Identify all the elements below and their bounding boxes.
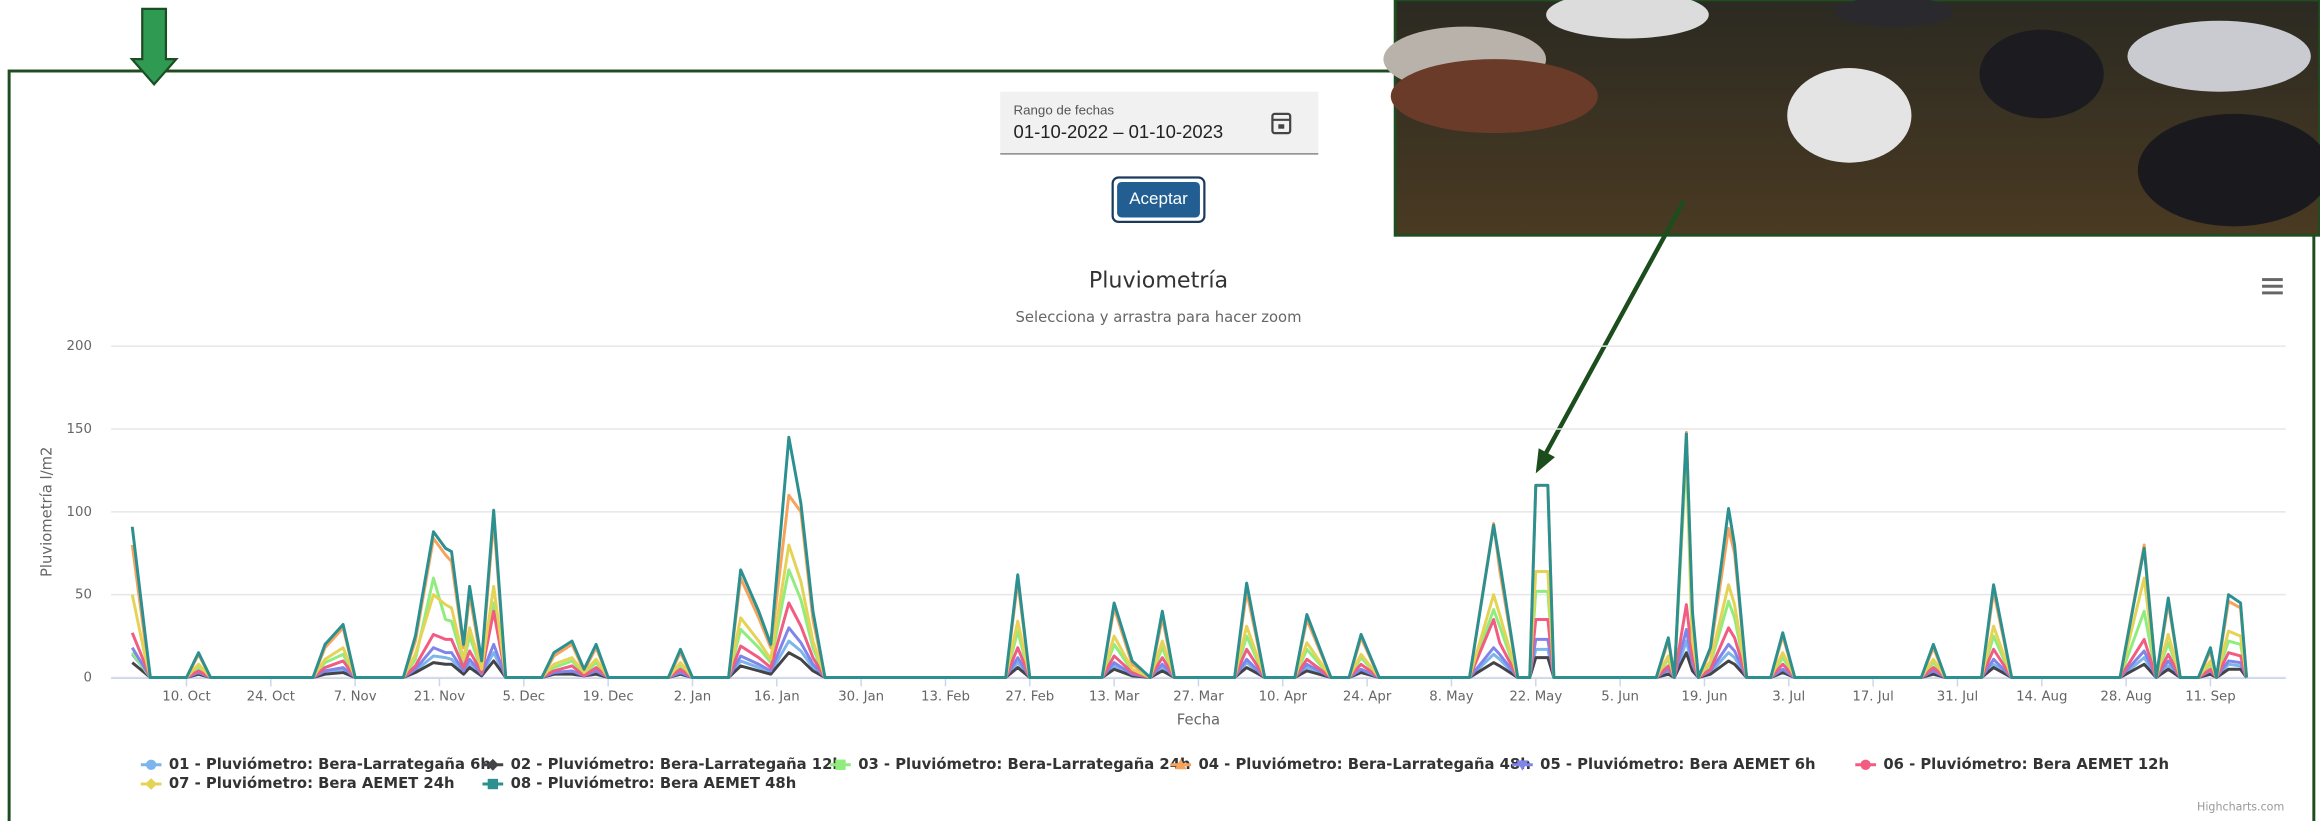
x-tick-label: 31. Jul: [1937, 690, 1978, 705]
series-line: [132, 434, 2246, 678]
body: {"date_range": {"label": "Rango de fecha…: [0, 0, 2320, 821]
legend-label: 08 - Pluviómetro: Bera AEMET 48h: [511, 775, 797, 792]
legend-label: 02 - Pluviómetro: Bera-Larrategaña 12h: [511, 756, 843, 773]
date-range-field[interactable]: Rango de fechas 01-10-2022 – 01-10-2023: [1000, 92, 1318, 154]
chart-subtitle: Selecciona y arrastra para hacer zoom: [1016, 309, 1302, 326]
x-tick-label: 3. Jul: [1772, 690, 1805, 705]
x-tick-label: 22. May: [1509, 690, 1562, 705]
legend-item[interactable]: 06 - Pluviómetro: Bera AEMET 12h: [1855, 756, 2169, 773]
x-tick-label: 19. Jun: [1681, 690, 1727, 705]
screenshot: Rango de fechas 01-10-2022 – 01-10-2023 …: [0, 0, 2320, 821]
plot-area: 0 50 100 150 200 10. Oct 24. Oct 7. Nov 21. Nov 5…: [67, 339, 2286, 705]
y-tick-label: 0: [83, 671, 91, 686]
legend-label: 01 - Pluviómetro: Bera-Larrategaña 6h: [169, 756, 491, 773]
x-tick-label: 27. Feb: [1005, 690, 1054, 705]
x-tick-label: 13. Feb: [921, 690, 970, 705]
x-tick-label: 28. Aug: [2100, 690, 2151, 705]
down-arrow: [132, 9, 176, 84]
legend-label: 07 - Pluviómetro: Bera AEMET 24h: [169, 775, 455, 792]
x-tick-label: 7. Nov: [334, 690, 377, 705]
pointer-arrowhead: [1536, 448, 1555, 473]
x-tick-label: 8. May: [1429, 690, 1474, 705]
x-tick-label: 21. Nov: [414, 690, 465, 705]
legend-label: 05 - Pluviómetro: Bera AEMET 6h: [1540, 756, 1815, 773]
legend-item[interactable]: 07 - Pluviómetro: Bera AEMET 24h: [141, 775, 455, 792]
legend-item[interactable]: 01 - Pluviómetro: Bera-Larrategaña 6h: [141, 756, 491, 773]
y-tick-label: 200: [67, 339, 92, 354]
button-label: Aceptar: [1129, 189, 1188, 208]
y-tick-label: 150: [67, 422, 92, 437]
chart-title: Pluviometría: [1089, 268, 1228, 294]
legend-label: 04 - Pluviómetro: Bera-Larrategaña 48h: [1198, 756, 1530, 773]
field-label: Rango de fechas: [1014, 102, 1115, 117]
field-value: 01-10-2022 – 01-10-2023: [1014, 121, 1224, 142]
x-tick-label: 24. Oct: [247, 690, 295, 705]
x-tick-label: 14. Aug: [2016, 690, 2067, 705]
credits[interactable]: Highcharts.com: [2197, 801, 2284, 814]
legend-item[interactable]: 08 - Pluviómetro: Bera AEMET 48h: [482, 775, 796, 792]
legend-label: 06 - Pluviómetro: Bera AEMET 12h: [1883, 756, 2169, 773]
x-tick-label: 17. Jul: [1852, 690, 1893, 705]
x-tick-label: 19. Dec: [583, 690, 634, 705]
legend-label: 03 - Pluviómetro: Bera-Larrategaña 24h: [858, 756, 1190, 773]
y-axis-title: Pluviometría l/m2: [39, 447, 56, 577]
legend-item[interactable]: 04 - Pluviómetro: Bera-Larrategaña 48h: [1170, 756, 1530, 773]
legend-symbol: [145, 778, 157, 790]
x-tick-label: 24. Apr: [1343, 690, 1392, 705]
page: Pluviometría html, body { margin: 0; pad…: [0, 0, 2320, 821]
x-axis-title: Fecha: [1177, 711, 1220, 728]
legend-item[interactable]: 03 - Pluviómetro: Bera-Larrategaña 24h: [830, 756, 1190, 773]
x-tick-label: 2. Jan: [674, 690, 711, 705]
y-tick-label: 50: [75, 588, 92, 603]
series-line: [132, 446, 2246, 678]
photo: [1383, 0, 2320, 235]
legend-item[interactable]: 05 - Pluviómetro: Bera AEMET 6h: [1512, 756, 1815, 773]
x-tick-label: 5. Dec: [502, 690, 545, 705]
x-tick-label: 30. Jan: [838, 690, 884, 705]
x-tick-label: 10. Oct: [162, 690, 210, 705]
legend-symbol: [835, 760, 845, 770]
legend-symbol: [488, 779, 498, 789]
legend-symbol: [146, 760, 156, 770]
x-tick-label: 11. Sep: [2185, 690, 2235, 705]
legend-item[interactable]: 02 - Pluviómetro: Bera-Larrategaña 12h: [482, 756, 842, 773]
pointer-arrow: [1545, 201, 1684, 455]
x-tick-label: 16. Jan: [754, 690, 800, 705]
x-tick-label: 13. Mar: [1089, 690, 1140, 705]
menu-button[interactable]: [2262, 278, 2283, 294]
x-tick-label: 10. Apr: [1259, 690, 1308, 705]
accept-button[interactable]: Aceptar: [1113, 178, 1205, 222]
legend-symbol: [1860, 760, 1870, 770]
x-tick-label: 27. Mar: [1173, 690, 1224, 705]
x-tick-label: 5. Jun: [1601, 690, 1639, 705]
y-tick-label: 100: [67, 505, 92, 520]
series-line: [132, 454, 2246, 678]
legend: 01 - Pluviómetro: Bera-Larrategaña 6h 02 …: [141, 756, 2169, 792]
